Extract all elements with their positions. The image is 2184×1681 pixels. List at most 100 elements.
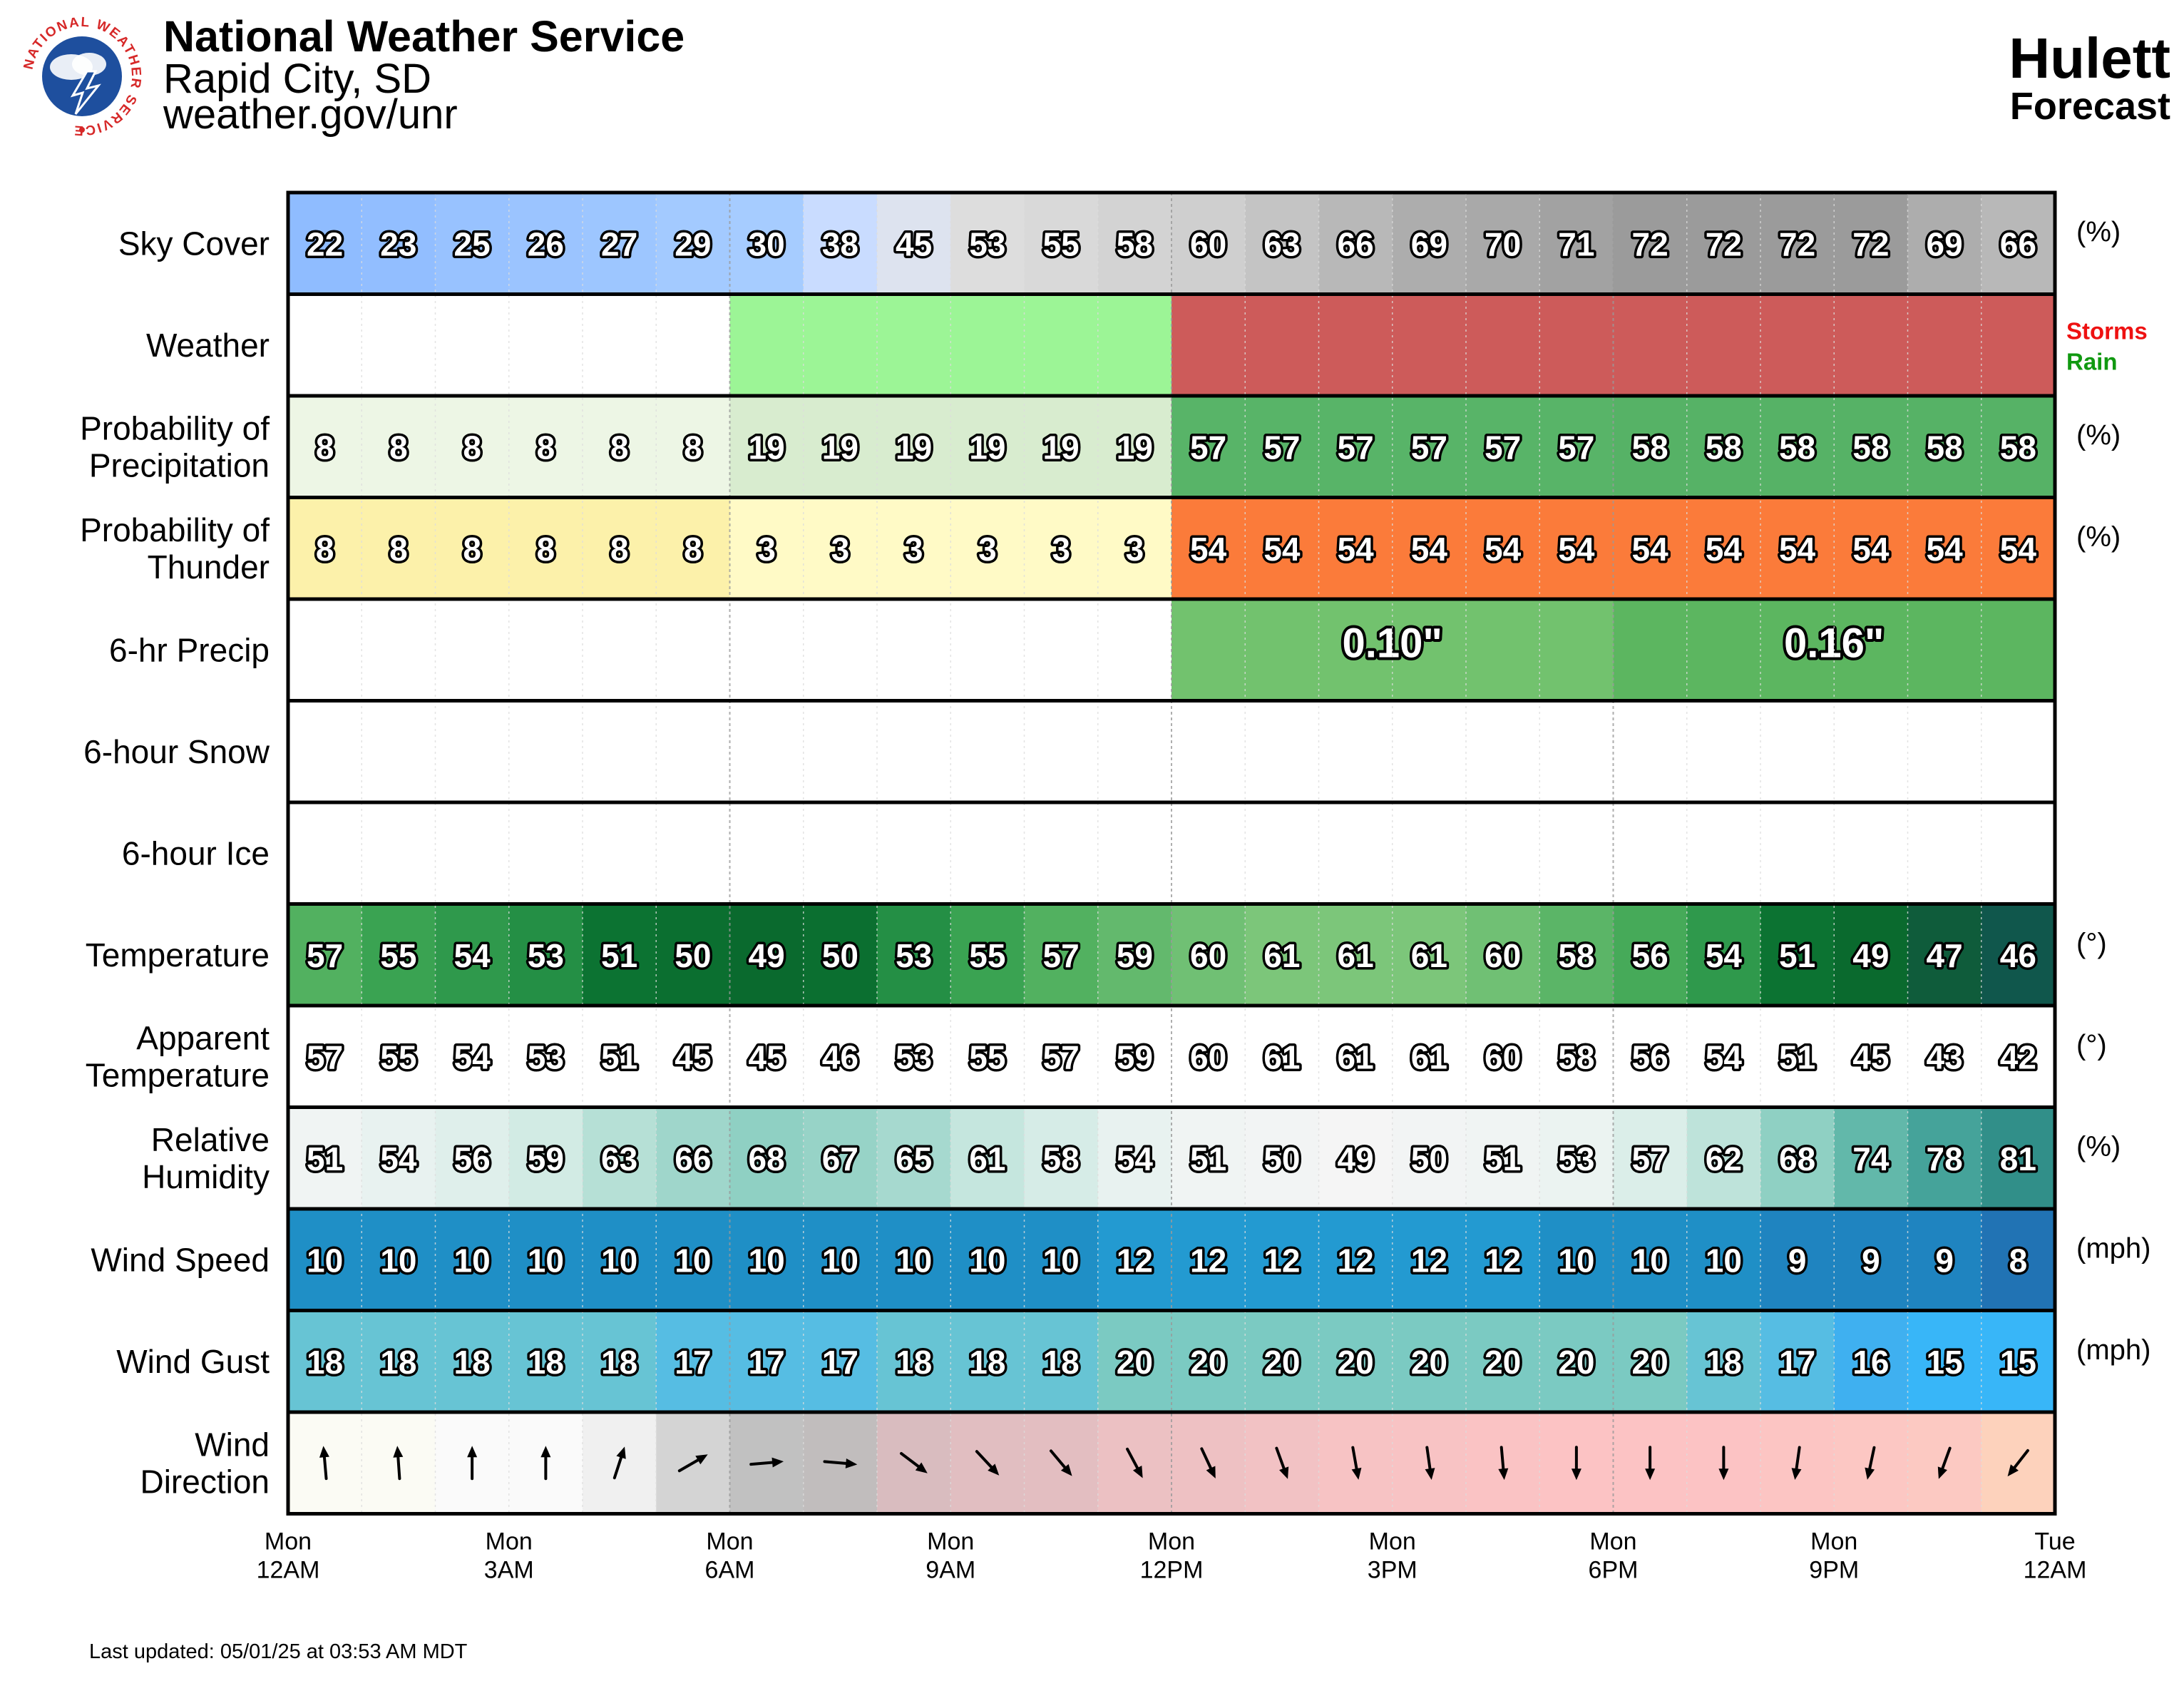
row-rh: Relative Humidity 51 54 56 59 63 66 68 67 65 61 58 54… bbox=[142, 1107, 2121, 1209]
cell-wind bbox=[803, 1209, 878, 1311]
value-apparent: 61 bbox=[1411, 1038, 1447, 1075]
value-temp: 58 bbox=[1558, 937, 1594, 974]
agency-url: weather.gov/unr bbox=[163, 91, 458, 138]
cell-sky bbox=[288, 193, 362, 295]
row-thunder: Probability of Thunder 8 8 8 8 8 8 3 3 3 3 3 3 54 54 54 5… bbox=[80, 497, 2121, 599]
value-thunder: 3 bbox=[757, 531, 776, 568]
wind-arrow-head bbox=[695, 1454, 708, 1465]
cell-rh bbox=[656, 1107, 730, 1209]
weather-rain bbox=[729, 294, 1172, 396]
cell-temp bbox=[1539, 904, 1614, 1006]
value-rh: 81 bbox=[2000, 1140, 2036, 1177]
cell-gust bbox=[1318, 1310, 1393, 1412]
cell-wind bbox=[288, 1209, 362, 1311]
value-wind: 12 bbox=[1117, 1242, 1153, 1279]
wind-arrow-icon bbox=[1126, 1447, 1143, 1478]
value-gust: 20 bbox=[1485, 1344, 1521, 1381]
cell-sky bbox=[1024, 193, 1099, 295]
cell-thunder bbox=[1392, 497, 1467, 599]
unit-thunder: (%) bbox=[2076, 521, 2121, 553]
value-wind: 12 bbox=[1263, 1242, 1300, 1279]
value-pop: 19 bbox=[822, 429, 858, 466]
cell-apparent bbox=[1539, 1006, 1614, 1108]
value-temp: 61 bbox=[1263, 937, 1300, 974]
wind-arrow-icon bbox=[1498, 1446, 1509, 1481]
x-tick-label: Mon 12AM bbox=[257, 1528, 320, 1584]
value-wind: 10 bbox=[969, 1242, 1005, 1279]
cell-wind bbox=[1760, 1209, 1835, 1311]
wind-arrow-icon bbox=[1865, 1446, 1876, 1480]
cell-rh bbox=[1981, 1107, 2056, 1209]
value-temp: 54 bbox=[454, 937, 491, 974]
cell-wind bbox=[1539, 1209, 1614, 1311]
cell-sky bbox=[877, 193, 951, 295]
cell-pop bbox=[1392, 396, 1467, 498]
value-thunder: 3 bbox=[1126, 531, 1144, 568]
value-thunder: 3 bbox=[1052, 531, 1070, 568]
value-rh: 74 bbox=[1852, 1140, 1890, 1177]
cell-rh bbox=[508, 1107, 583, 1209]
row-label: Wind Direction bbox=[140, 1426, 270, 1500]
value-apparent: 54 bbox=[1706, 1038, 1743, 1075]
value-gust: 20 bbox=[1117, 1344, 1153, 1381]
cell-apparent bbox=[362, 1006, 436, 1108]
cell-thunder bbox=[877, 497, 951, 599]
cell-thunder bbox=[656, 497, 730, 599]
row-label-line: Wind bbox=[195, 1426, 270, 1463]
value-gust: 20 bbox=[1263, 1344, 1300, 1381]
wind-arrow-head bbox=[988, 1463, 1000, 1476]
wind-arrow-icon bbox=[1571, 1446, 1581, 1481]
wind-arrow-icon bbox=[749, 1457, 784, 1468]
wind-arrow-shaft bbox=[1126, 1447, 1141, 1472]
x-tick-time: 9AM bbox=[926, 1557, 975, 1584]
value-wind: 9 bbox=[1935, 1242, 1954, 1279]
value-gust: 18 bbox=[896, 1344, 932, 1381]
cell-wind bbox=[656, 1209, 730, 1311]
value-wind: 10 bbox=[1706, 1242, 1742, 1279]
value-sky: 29 bbox=[675, 225, 711, 262]
wind-arrow-icon bbox=[319, 1446, 329, 1481]
value-gust: 20 bbox=[1338, 1344, 1374, 1381]
value-sky: 53 bbox=[969, 225, 1005, 262]
row-label-line: Apparent bbox=[136, 1019, 270, 1056]
cell-pop bbox=[950, 396, 1025, 498]
cell-apparent bbox=[1981, 1006, 2056, 1108]
value-gust: 17 bbox=[749, 1344, 785, 1381]
value-pop: 58 bbox=[1927, 429, 1963, 466]
row-label-line: 6-hour Snow bbox=[83, 733, 270, 770]
cell-sky bbox=[656, 193, 730, 295]
value-thunder: 8 bbox=[610, 531, 629, 568]
value-gust: 20 bbox=[1632, 1344, 1668, 1381]
location-subtitle: Forecast bbox=[2009, 85, 2170, 128]
value-sky: 72 bbox=[1852, 225, 1889, 262]
value-pop: 8 bbox=[463, 429, 481, 466]
cell-pop bbox=[435, 396, 510, 498]
row-label-line: Weather bbox=[146, 327, 270, 364]
cell-thunder bbox=[508, 497, 583, 599]
wind-arrow-icon bbox=[975, 1450, 1000, 1476]
cell-thunder bbox=[583, 497, 657, 599]
cell-thunder bbox=[1686, 497, 1761, 599]
value-temp: 55 bbox=[380, 937, 416, 974]
row-label-line: Probability of bbox=[80, 409, 270, 446]
cell-sky bbox=[1245, 193, 1319, 295]
row-snow: 6-hour Snow bbox=[83, 700, 2055, 802]
cell-rh bbox=[803, 1107, 878, 1209]
value-rh: 54 bbox=[1117, 1140, 1154, 1177]
wind-arrow-shaft bbox=[322, 1453, 328, 1481]
value-temp: 47 bbox=[1927, 937, 1963, 974]
value-temp: 61 bbox=[1338, 937, 1374, 974]
cell-apparent bbox=[950, 1006, 1025, 1108]
wind-arrow-head bbox=[616, 1446, 626, 1459]
cell-wind bbox=[1907, 1209, 1982, 1311]
cell-temp bbox=[1024, 904, 1099, 1006]
value-thunder: 8 bbox=[463, 531, 481, 568]
value-temp: 57 bbox=[1043, 937, 1080, 974]
row-label: Weather bbox=[146, 327, 270, 364]
value-sky: 69 bbox=[1927, 225, 1963, 262]
wind-arrow-icon bbox=[823, 1458, 858, 1468]
cell-sky bbox=[1981, 193, 2056, 295]
x-tick-time: 6PM bbox=[1589, 1557, 1639, 1584]
wind-arrow-icon bbox=[2007, 1448, 2029, 1477]
value-temp: 56 bbox=[1632, 937, 1668, 974]
